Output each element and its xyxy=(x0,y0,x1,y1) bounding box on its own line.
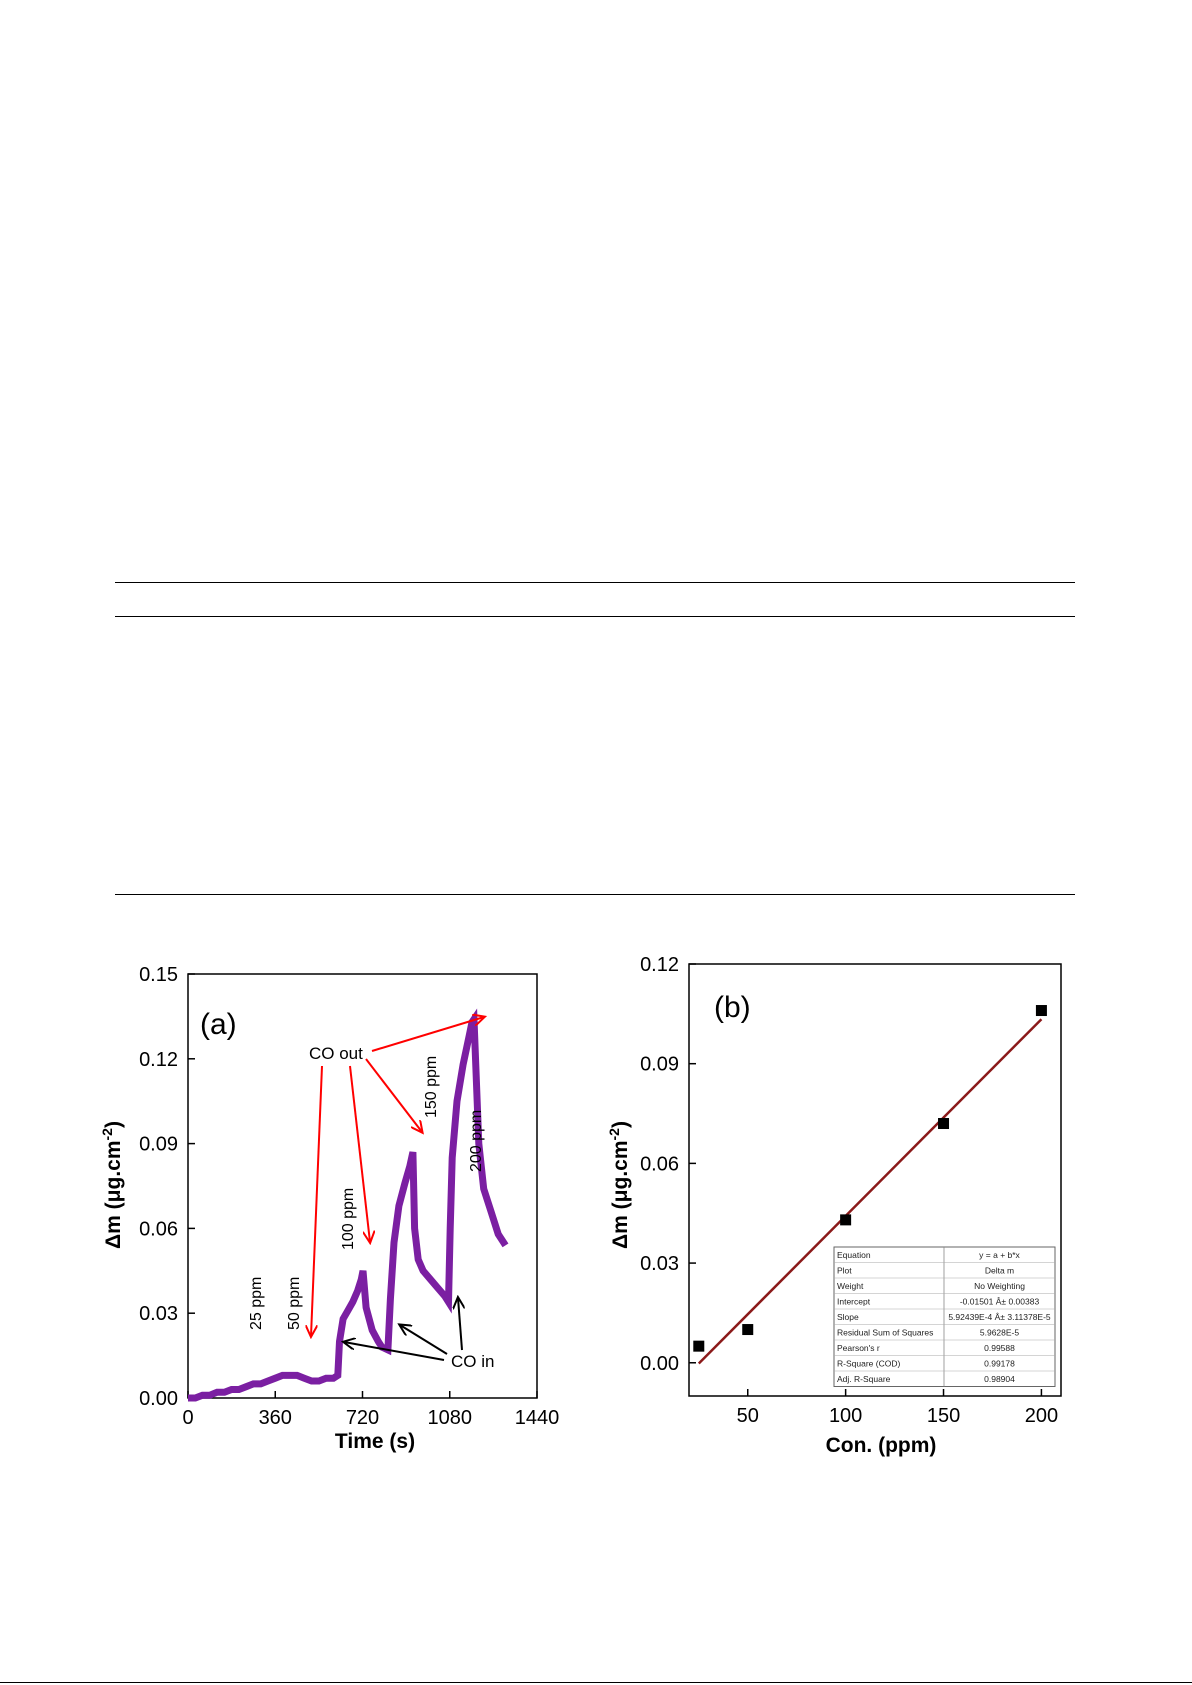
chart-b-ytick-label: 0.00 xyxy=(640,1353,679,1375)
chart-a-ytick-label: 0.00 xyxy=(139,1388,178,1410)
chart-a-panel-label: (a) xyxy=(200,1008,237,1041)
chart-a-ylabel: Δm (μg.cm-2) xyxy=(99,1121,125,1249)
annotation-150ppm: 150 ppm xyxy=(423,1056,440,1118)
chart-a-ytick-label: 0.03 xyxy=(139,1303,178,1325)
fit-table-key: Intercept xyxy=(837,1297,871,1307)
table-header-rule xyxy=(115,616,1075,617)
chart-b-xlabel: Con. (ppm) xyxy=(826,1434,937,1457)
co-out-arrow-200ppm xyxy=(371,1017,484,1052)
annotation-co-in: CO in xyxy=(451,1352,494,1371)
chart-b-xtick-label: 150 xyxy=(927,1405,960,1427)
chart-a-ytick-label: 0.15 xyxy=(139,964,178,986)
chart-b-xtick-label: 100 xyxy=(829,1405,862,1427)
chart-b-data-point xyxy=(1035,1005,1047,1017)
fit-table-key: Plot xyxy=(837,1266,852,1276)
chart-b-frame xyxy=(688,963,1062,1397)
table-bottom-rule xyxy=(115,894,1075,895)
annotation-100ppm: 100 ppm xyxy=(340,1188,357,1250)
fit-table-key: R-Square (COD) xyxy=(837,1359,900,1369)
annotation-50ppm: 50 ppm xyxy=(286,1277,303,1330)
co-in-arrow-100ppm xyxy=(344,1342,445,1361)
chart-b-xtick-label: 50 xyxy=(737,1405,759,1427)
chart-a-xtick-label: 720 xyxy=(346,1407,379,1429)
fit-table-value: y = a + b*x xyxy=(979,1250,1020,1260)
chart-b: 50 100 150 200 0.00 0.03 0.06 0.09 0.12 (b) Con.… xyxy=(606,954,1062,1457)
chart-b-data-point xyxy=(938,1118,950,1130)
chart-b-ytick-label: 0.09 xyxy=(640,1054,679,1076)
fit-table-value: 0.98904 xyxy=(984,1374,1015,1384)
chart-b-ytick-label: 0.03 xyxy=(640,1253,679,1275)
chart-b-data-point xyxy=(742,1324,754,1336)
fit-table-key: Adj. R-Square xyxy=(837,1374,891,1384)
chart-a-ytick-label: 0.06 xyxy=(139,1218,178,1240)
chart-b-xtick-label: 200 xyxy=(1025,1405,1058,1427)
annotation-co-out: CO out xyxy=(309,1044,363,1063)
annotation-25ppm: 25 ppm xyxy=(248,1277,265,1330)
co-out-arrow-100ppm xyxy=(349,1065,370,1242)
chart-a-ytick-label: 0.09 xyxy=(139,1134,178,1156)
chart-a-xlabel: Time (s) xyxy=(335,1430,415,1453)
fit-table-value: 0.99178 xyxy=(984,1359,1015,1369)
fit-table-value: 5.9628E-5 xyxy=(980,1328,1019,1338)
chart-a-xtick-label: 1080 xyxy=(428,1407,473,1429)
chart-a-xtick-label: 0 xyxy=(182,1407,193,1429)
page-footer-rule xyxy=(0,1682,1192,1683)
table-top-rule xyxy=(115,582,1075,583)
fit-table-value: -0.01501 Â± 0.00383 xyxy=(960,1297,1040,1307)
fit-table-frame xyxy=(833,1246,1056,1387)
fit-table-value: 5.92439E-4 Â± 3.11378E-5 xyxy=(948,1312,1051,1322)
chart-a-xtick-label: 360 xyxy=(259,1407,292,1429)
chart-a-ytick-label: 0.12 xyxy=(139,1049,178,1071)
fit-table-key: Slope xyxy=(837,1312,859,1322)
chart-a-xtick-label: 1440 xyxy=(515,1407,560,1429)
chart-b-ytick-label: 0.12 xyxy=(640,954,679,976)
fit-table-key: Weight xyxy=(837,1281,864,1291)
fit-table-value: No Weighting xyxy=(974,1281,1025,1291)
chart-b-ytick-label: 0.06 xyxy=(640,1153,679,1175)
fit-table-key: Residual Sum of Squares xyxy=(837,1328,933,1338)
chart-b-panel-label: (b) xyxy=(714,991,751,1024)
chart-b-ylabel: Δm (μg.cm-2) xyxy=(606,1121,632,1249)
co-out-arrow-150ppm xyxy=(365,1058,422,1132)
fit-results-table: Equation y = a + b*x Plot Delta m Weight No W… xyxy=(833,1246,1056,1387)
chart-a-series-line xyxy=(188,1008,509,1402)
fit-table-key: Equation xyxy=(837,1250,871,1260)
co-out-arrow-50ppm xyxy=(311,1065,323,1336)
co-in-arrow-150ppm xyxy=(400,1325,448,1355)
chart-b-fit-line xyxy=(697,1018,1043,1365)
fit-table-key: Pearson's r xyxy=(837,1343,880,1353)
chart-b-data-point xyxy=(693,1340,705,1352)
annotation-200ppm: 200 ppm xyxy=(468,1110,485,1172)
chart-a: 0 360 720 1080 14400.000.030.060.090.120.15 … xyxy=(99,964,559,1453)
fit-table-value: 0.99588 xyxy=(984,1343,1015,1353)
chart-b-data-point xyxy=(840,1214,852,1226)
fit-table-value: Delta m xyxy=(985,1266,1014,1276)
co-in-arrow-200ppm xyxy=(458,1298,462,1351)
